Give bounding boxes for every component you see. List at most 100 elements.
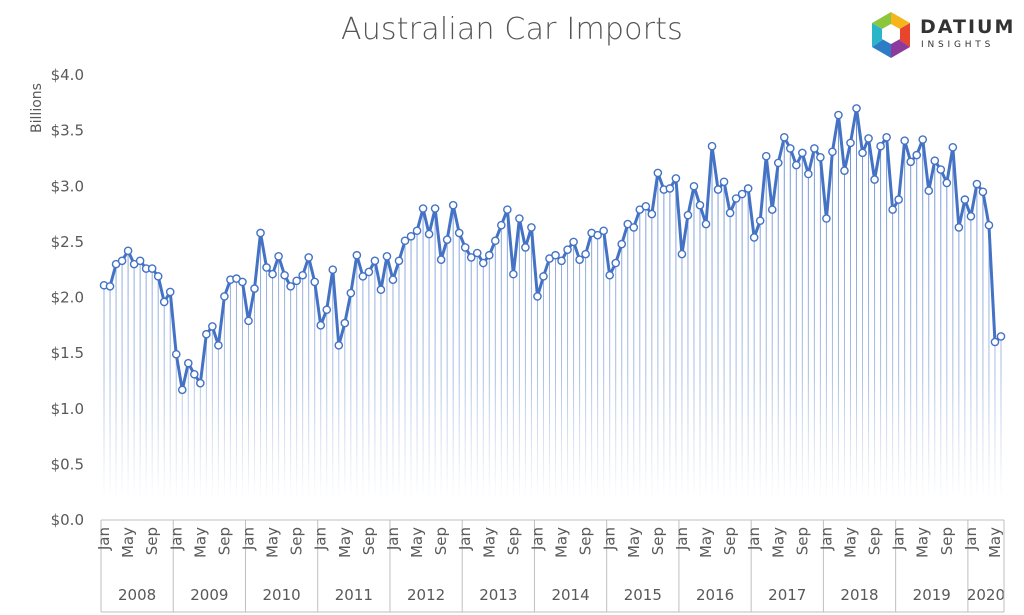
data-point (503, 205, 512, 214)
data-point (641, 201, 651, 211)
data-point (165, 287, 175, 297)
month-tick-label: May (119, 527, 137, 558)
year-label: 2010 (263, 586, 301, 604)
month-tick-label: May (264, 527, 282, 558)
data-point (828, 147, 837, 157)
logo-tagline: INSIGHTS (921, 40, 995, 50)
month-tick-label: Jan (384, 527, 402, 551)
month-tick-label: Jan (962, 527, 980, 551)
series-line-group (103, 106, 1003, 392)
data-point (394, 256, 404, 266)
data-point (948, 143, 958, 152)
data-point (677, 249, 687, 259)
year-label: 2014 (551, 586, 589, 604)
data-point (316, 321, 326, 330)
data-point (779, 132, 789, 142)
data-point (515, 214, 524, 223)
data-point (870, 175, 879, 184)
month-tick-label: Jan (312, 527, 330, 551)
month-tick-label: Sep (215, 527, 233, 555)
data-point (557, 256, 566, 266)
drop-lines (103, 108, 1002, 520)
y-tick-label: $0.0 (51, 511, 84, 529)
data-point (665, 184, 675, 193)
month-tick-label: Jan (817, 527, 835, 551)
month-tick-label: Jan (456, 527, 474, 551)
month-tick-label: Sep (866, 527, 884, 555)
month-tick-label: May (986, 527, 1004, 558)
year-label: 2018 (840, 586, 878, 604)
month-tick-label: Sep (288, 527, 306, 555)
data-point (190, 369, 199, 379)
month-tick-label: Sep (143, 527, 161, 555)
data-point (996, 332, 1006, 341)
data-point (954, 223, 964, 232)
data-point (376, 285, 386, 295)
data-point (424, 229, 434, 239)
data-point (472, 248, 482, 258)
month-tick-label: May (408, 527, 426, 558)
datium-logo-icon (872, 12, 910, 58)
data-point (864, 134, 873, 143)
data-point (749, 233, 759, 242)
year-label: 2016 (696, 586, 734, 604)
month-tick-label: May (480, 527, 498, 558)
data-point (412, 226, 422, 236)
data-point (725, 208, 735, 218)
data-point (310, 277, 320, 287)
data-point (707, 141, 717, 151)
month-tick-label: Jan (745, 527, 763, 551)
month-tick-label: Jan (890, 527, 908, 551)
data-point (382, 252, 392, 261)
data-point (509, 269, 518, 279)
data-point (942, 178, 952, 188)
month-tick-label: May (625, 527, 643, 558)
data-point (177, 385, 187, 395)
data-point (599, 226, 608, 236)
month-tick-label: Sep (577, 527, 595, 555)
data-point (816, 153, 825, 162)
data-point (912, 150, 922, 160)
data-point (689, 181, 699, 191)
data-point (605, 270, 614, 280)
data-point (454, 228, 464, 238)
data-point (328, 265, 338, 274)
data-point (894, 195, 903, 204)
data-point (478, 258, 488, 268)
data-point (936, 165, 946, 174)
data-point (629, 223, 639, 232)
data-point (743, 184, 753, 193)
y-tick-label: $2.5 (51, 233, 84, 251)
data-point (653, 168, 663, 178)
y-tick-label: $4.0 (51, 66, 84, 84)
data-point (484, 250, 494, 260)
data-point (731, 194, 741, 203)
data-point (858, 148, 867, 158)
data-point (135, 256, 145, 266)
data-point (250, 284, 259, 293)
month-tick-label: Jan (239, 527, 257, 551)
data-point (918, 135, 928, 144)
month-tick-label: Sep (793, 527, 811, 555)
data-point (256, 228, 265, 238)
data-point (683, 210, 693, 220)
month-tick-label: May (769, 527, 787, 558)
data-point (497, 220, 506, 230)
data-point (737, 189, 747, 199)
month-tick-label: Sep (938, 527, 956, 555)
data-point (358, 272, 368, 281)
data-point (846, 138, 855, 148)
data-point (990, 337, 1000, 347)
y-tick-label: $1.0 (51, 400, 84, 418)
data-point (346, 288, 356, 298)
data-point (153, 272, 163, 281)
month-tick-label: Sep (649, 527, 667, 555)
month-tick-label: Jan (528, 527, 546, 551)
year-label: 2015 (624, 586, 662, 604)
month-tick-label: Sep (432, 527, 450, 555)
data-point (960, 195, 970, 204)
month-tick-label: May (191, 527, 209, 558)
data-point (792, 160, 801, 170)
year-label: 2008 (118, 586, 156, 604)
